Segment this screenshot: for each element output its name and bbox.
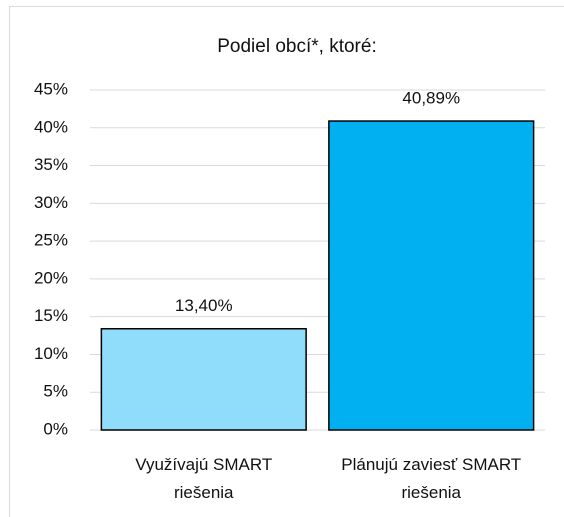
x-tick-label: Plánujú zaviesť SMART riešenia <box>341 455 522 502</box>
y-tick-label: 10% <box>34 344 68 363</box>
value-label: 13,40% <box>175 296 233 315</box>
y-tick-label: 15% <box>34 306 68 325</box>
bar <box>328 120 535 431</box>
y-tick-label: 20% <box>34 268 68 287</box>
value-label: 40,89% <box>402 89 460 108</box>
bar <box>100 328 307 431</box>
y-tick-label: 5% <box>43 382 68 401</box>
y-tick-label: 30% <box>34 193 68 212</box>
y-tick-label: 0% <box>43 419 68 438</box>
x-tick-label: Využívajú SMART riešenia <box>135 455 273 502</box>
y-tick-label: 35% <box>34 155 68 174</box>
y-tick-label: 45% <box>34 79 68 98</box>
chart-title: Podiel obcí*, ktoré: <box>217 36 376 57</box>
y-tick-label: 40% <box>34 117 68 136</box>
y-tick-label: 25% <box>34 231 68 250</box>
